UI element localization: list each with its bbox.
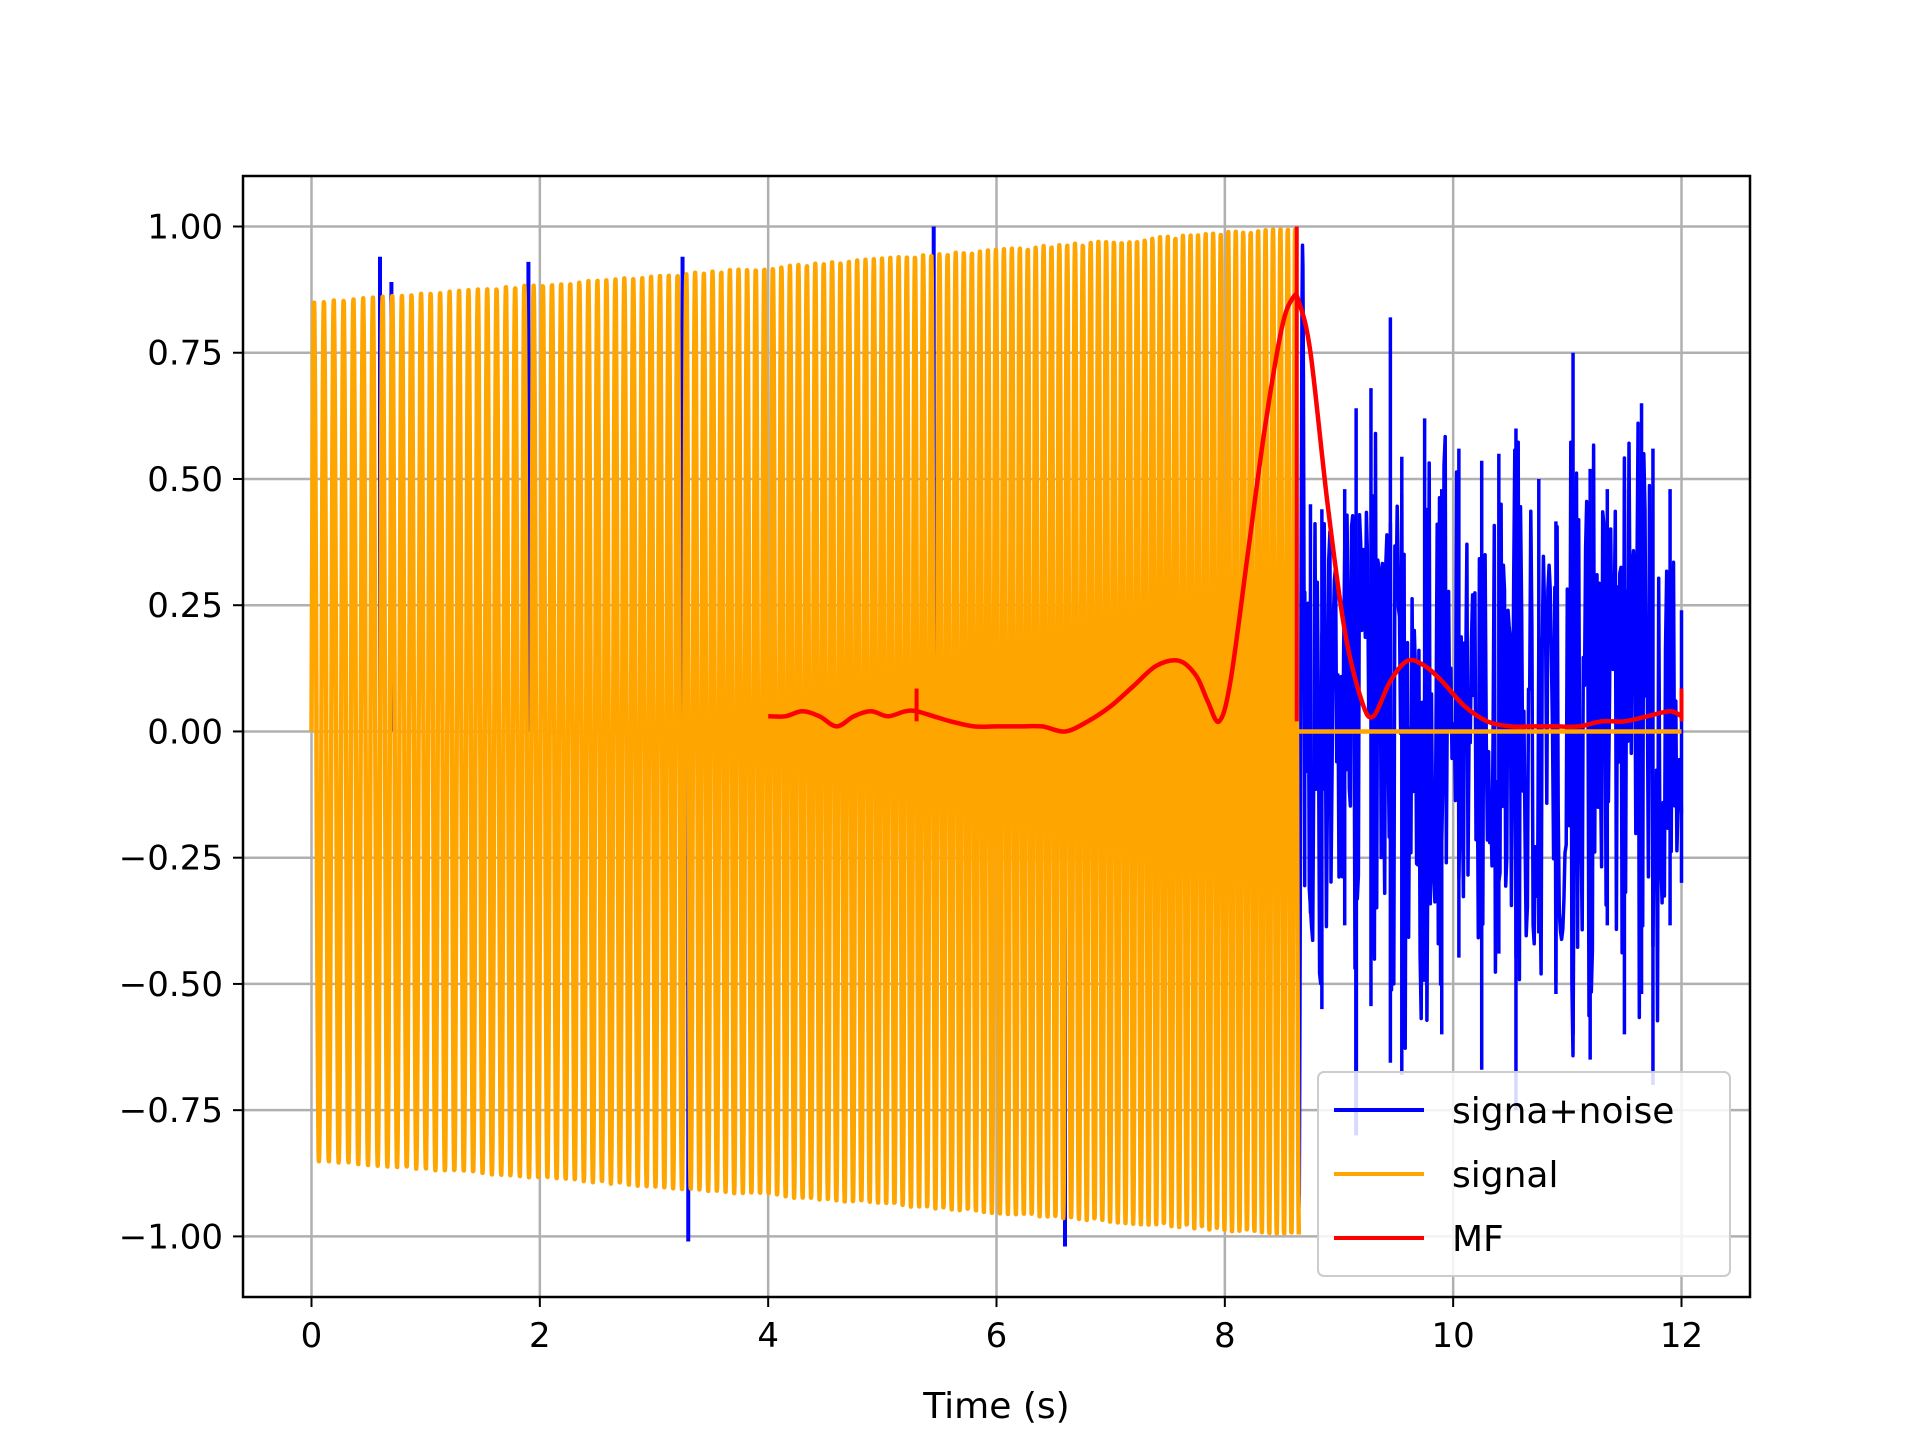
y-tick-label: −1.00 <box>119 1217 223 1257</box>
x-axis-label: Time (s) <box>922 1386 1069 1427</box>
y-tick-label: −0.25 <box>119 839 223 879</box>
y-tick-label: 0.25 <box>147 586 223 626</box>
legend-label-signal: signal <box>1452 1155 1559 1196</box>
series-mf <box>768 226 1684 734</box>
x-tick-label: 2 <box>529 1316 551 1356</box>
series-layer <box>309 226 1684 1247</box>
axis-ticks: 0 2 4 6 8 10 12 1.00 0.75 0.50 0.25 0.00 −0.25 −0.50 −… <box>119 207 1703 1356</box>
y-tick-label: 0.50 <box>147 460 223 500</box>
legend-box <box>1317 1071 1731 1277</box>
y-tick-label: −0.50 <box>119 965 223 1005</box>
legend-label-signa-noise: signa+noise <box>1452 1091 1674 1132</box>
x-tick-label: 4 <box>757 1316 779 1356</box>
y-tick-label: 0.75 <box>147 334 223 374</box>
y-tick-label: −0.75 <box>119 1091 223 1131</box>
x-tick-label: 8 <box>1214 1316 1236 1356</box>
series-signal <box>309 227 1682 1236</box>
x-tick-label: 12 <box>1660 1316 1703 1356</box>
legend-label-mf: MF <box>1452 1219 1504 1260</box>
x-tick-label: 0 <box>301 1316 323 1356</box>
signal-line <box>309 227 1302 1236</box>
x-tick-label: 6 <box>986 1316 1008 1356</box>
mf-line <box>768 292 1683 734</box>
y-tick-label: 0.00 <box>147 712 223 752</box>
x-tick-label: 10 <box>1432 1316 1475 1356</box>
y-tick-label: 1.00 <box>147 207 223 247</box>
legend: signa+noise signal MF <box>1317 1071 1731 1277</box>
